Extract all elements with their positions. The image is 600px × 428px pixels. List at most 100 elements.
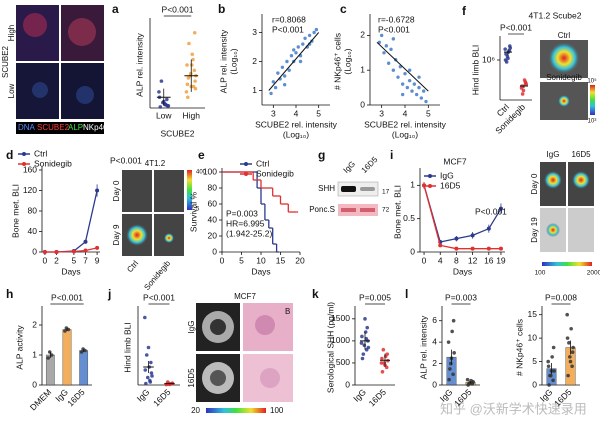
image-label: Sonidegib <box>142 258 172 291</box>
dot <box>569 326 573 331</box>
annotation: P=0.003 <box>445 292 477 302</box>
dot <box>148 378 152 383</box>
dot <box>568 355 572 359</box>
y-axis-label: Serological SHH (pg/ml) <box>325 302 335 393</box>
y-tick-label: 500 <box>336 357 350 367</box>
image-label: Day 9 <box>112 224 121 245</box>
y-tick-label: 40 <box>28 226 38 236</box>
annotation: P<0.001 <box>162 4 194 14</box>
point <box>417 75 421 79</box>
x-tick-label: 4 <box>403 108 408 118</box>
point <box>391 68 396 72</box>
y-tick-label: 0 <box>532 379 537 389</box>
legend-label: Sonidegib <box>34 158 72 168</box>
bar <box>79 350 89 386</box>
image-label: Day 0 <box>112 180 121 201</box>
point <box>379 33 384 38</box>
dot <box>363 330 368 334</box>
x-tick-label: 16D5 <box>367 387 389 409</box>
point <box>273 85 278 90</box>
line <box>423 185 501 250</box>
dot <box>570 350 575 354</box>
point <box>470 246 475 251</box>
point <box>396 75 400 79</box>
x-tick-label: IgG <box>135 387 152 404</box>
x-tick-label: 16D5 <box>151 387 173 409</box>
annotation: P=0.008 <box>545 292 577 302</box>
point <box>282 83 287 87</box>
panel-letter: b <box>218 2 225 16</box>
scale-label: 10⁵ <box>587 78 597 85</box>
y-tick-label: 0 <box>345 379 350 389</box>
dot <box>381 347 386 352</box>
y-tick-label: 20 <box>208 230 218 240</box>
x-tick-label: 3 <box>271 108 276 118</box>
point <box>83 239 88 244</box>
x-tick-label: 19 <box>496 255 506 265</box>
point <box>412 82 417 86</box>
point <box>289 54 294 58</box>
y-tick-label: 1 <box>360 64 365 74</box>
point <box>271 80 276 84</box>
point <box>292 48 296 52</box>
y-tick-label: 60 <box>208 198 218 208</box>
legend-label: Sonidegib <box>256 168 294 178</box>
dot <box>146 345 151 350</box>
annotation: P<0.001 <box>51 292 83 302</box>
point <box>389 47 393 52</box>
dot <box>551 345 556 350</box>
y-tick-label: 40 <box>208 214 218 224</box>
point <box>438 243 443 248</box>
x-tick-label: 16D5 <box>65 387 87 409</box>
legend-marker <box>428 184 432 188</box>
y-tick-label: 5 <box>532 356 537 366</box>
point <box>407 68 412 72</box>
dot <box>507 44 512 48</box>
dot <box>470 381 475 385</box>
dot <box>452 351 456 355</box>
dot <box>185 82 190 87</box>
legend-label: 16D5 <box>440 180 461 190</box>
x-tick-label: 10 <box>256 255 266 265</box>
dot <box>448 367 452 371</box>
scale-label: 20 <box>191 406 200 415</box>
x-axis-label: SCUBE2 rel. intensity <box>255 119 337 129</box>
x-axis-unit: (Log₁₀) <box>283 129 309 139</box>
y-tick-label: 0 <box>32 379 37 389</box>
legend-label: Ctrl <box>256 158 269 168</box>
dot <box>81 347 85 351</box>
dot <box>519 86 524 90</box>
y-axis-unit: (Log₁₀) <box>342 48 352 74</box>
dot <box>149 360 153 365</box>
point <box>403 71 407 76</box>
point <box>419 96 424 100</box>
row-label: Low <box>7 83 16 98</box>
stain-label: ALP <box>68 123 83 132</box>
dot <box>552 369 556 373</box>
point <box>307 42 312 46</box>
dot <box>46 356 51 360</box>
dot <box>186 76 191 80</box>
y-axis-label: # NKp46⁺ cells <box>332 33 342 90</box>
x-tick-label: 0 <box>220 255 225 265</box>
scale-label: 100 <box>535 270 546 277</box>
point <box>298 59 303 64</box>
y-tick-label: 3 <box>252 27 257 37</box>
dot <box>49 353 54 357</box>
y-tick-label: 2 <box>252 56 257 66</box>
dot <box>550 355 554 359</box>
point <box>454 236 459 241</box>
dot <box>361 352 366 356</box>
panel-letter: d <box>6 148 13 162</box>
dot <box>193 79 197 83</box>
bli-images-f <box>540 40 595 120</box>
panel-letter: i <box>390 148 393 162</box>
panel-letter: l <box>405 287 408 301</box>
y-axis-label: ALP activity <box>14 325 24 370</box>
point <box>424 99 428 104</box>
y-tick-label: 1 <box>410 180 415 190</box>
dot <box>193 86 198 91</box>
point <box>294 51 298 55</box>
blot <box>337 181 379 216</box>
dot <box>144 353 149 357</box>
